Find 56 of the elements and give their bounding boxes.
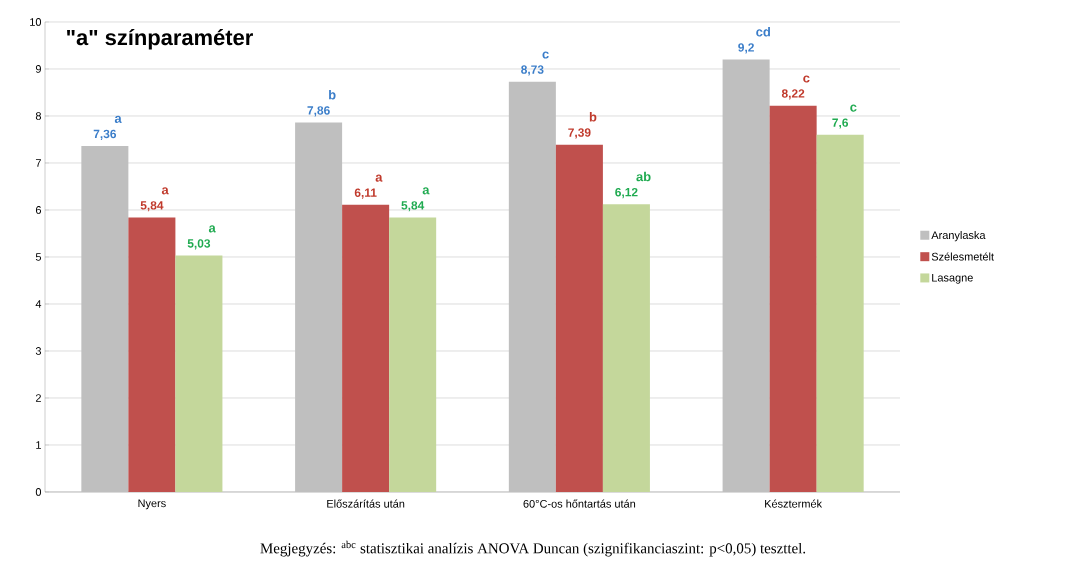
bar [602, 204, 650, 492]
bar [816, 134, 864, 492]
bar [389, 217, 437, 492]
bar [342, 204, 390, 492]
y-tick-label: 7 [35, 159, 41, 167]
bar [175, 255, 223, 492]
y-tick-label: 1 [36, 441, 41, 449]
x-tick-label: Késztermék [765, 499, 823, 508]
data-label: 8,22 [781, 89, 805, 100]
chart-title: "a" színparaméter [67, 28, 253, 50]
annotation: a [161, 187, 169, 195]
y-tick-label: 5 [35, 253, 42, 261]
annotation: b [329, 89, 336, 100]
legend-label: Aranylaska [931, 231, 986, 242]
annotation: ab [636, 171, 651, 182]
y-tick-label: 8 [35, 112, 41, 120]
bar [722, 59, 770, 492]
y-tick-label: 3 [35, 347, 41, 355]
data-label: 5,84 [401, 201, 425, 212]
annotation: c [542, 51, 549, 59]
annotation: a [114, 115, 122, 123]
annotation: c [850, 104, 857, 112]
data-label: 6,12 [615, 187, 638, 199]
annotation: b [589, 112, 597, 122]
data-label: 7,36 [93, 129, 117, 140]
y-tick-label: 9 [35, 65, 41, 73]
y-tick-label: 10 [30, 18, 42, 26]
bar [81, 146, 129, 492]
x-tick-label: Előszárítás után [327, 499, 405, 508]
annotation: cd [756, 26, 770, 37]
legend-label: Lasagne [932, 273, 973, 284]
data-label: 6,11 [354, 188, 377, 199]
bar [295, 122, 343, 492]
annotation: c [803, 75, 810, 83]
x-tick-label: Nyers [138, 499, 166, 510]
data-label: 5,03 [187, 239, 211, 250]
annotation: a [375, 174, 383, 182]
bar [508, 81, 556, 492]
text: Megjegyzés: $^{abc}$ statisztikai analízis ANOVA Duncan (szignifikanciaszint: p<0,05) teszttel. [260, 540, 806, 557]
y-tick-label: 4 [35, 300, 42, 308]
y-tick-label: 2 [35, 394, 41, 402]
data-label: 9,2 [738, 43, 754, 54]
y-tick-label: 0 [35, 488, 42, 496]
y-tick-label: 6 [35, 206, 41, 214]
annotation: a [208, 225, 216, 233]
legend-label: Szélesmetélt [931, 252, 994, 261]
annotation: a [422, 187, 430, 195]
x-tick-label: 60°C-os hőntartás után [523, 499, 636, 508]
data-label: 7,86 [307, 106, 330, 117]
data-label: 7,6 [832, 118, 849, 129]
data-label: 7,39 [568, 128, 591, 139]
data-label: 8,73 [521, 65, 544, 76]
bar [769, 105, 817, 492]
bar [128, 217, 176, 492]
data-label: 5,84 [140, 201, 164, 212]
bar [555, 144, 603, 492]
